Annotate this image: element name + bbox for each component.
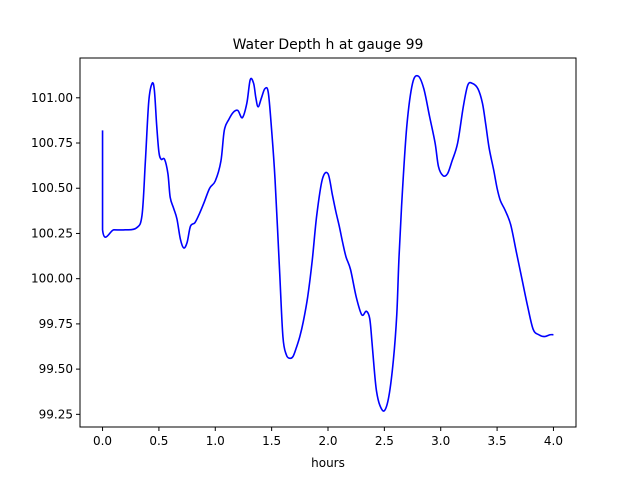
x-tick-label: 3.0 (431, 434, 450, 448)
x-tick-label: 0.5 (149, 434, 168, 448)
x-tick-label: 0.0 (93, 434, 112, 448)
y-axis-ticks: 99.25 99.50 99.75 100.00 100.25 100.50 100.75 1… (31, 91, 80, 421)
y-tick-label: 100.25 (31, 226, 73, 240)
x-axis-label: hours (311, 456, 345, 470)
y-tick-label: 99.50 (39, 362, 73, 376)
y-tick-label: 99.25 (39, 407, 73, 421)
y-tick-label: 100.50 (31, 181, 73, 195)
y-tick-label: 101.00 (31, 91, 73, 105)
y-tick-label: 99.75 (39, 317, 73, 331)
x-tick-label: 1.5 (262, 434, 281, 448)
x-tick-label: 2.0 (318, 434, 337, 448)
series-group (101, 74, 554, 412)
y-tick-label: 100.00 (31, 272, 73, 286)
x-axis-ticks: 0.0 0.5 1.0 1.5 2.0 2.5 3.0 3.5 4.0 (93, 427, 563, 448)
x-tick-label: 3.5 (488, 434, 507, 448)
plot-area: 0.0 0.5 1.0 1.5 2.0 2.5 3.0 3.5 4.0 99.2599.5099… (31, 57, 577, 448)
y-tick-label: 100.75 (31, 136, 73, 150)
chart-title: Water Depth h at gauge 99 (233, 37, 424, 53)
series-line (101, 74, 554, 412)
x-tick-label: 4.0 (544, 434, 563, 448)
x-tick-label: 2.5 (375, 434, 394, 448)
x-tick-label: 1.0 (206, 434, 225, 448)
